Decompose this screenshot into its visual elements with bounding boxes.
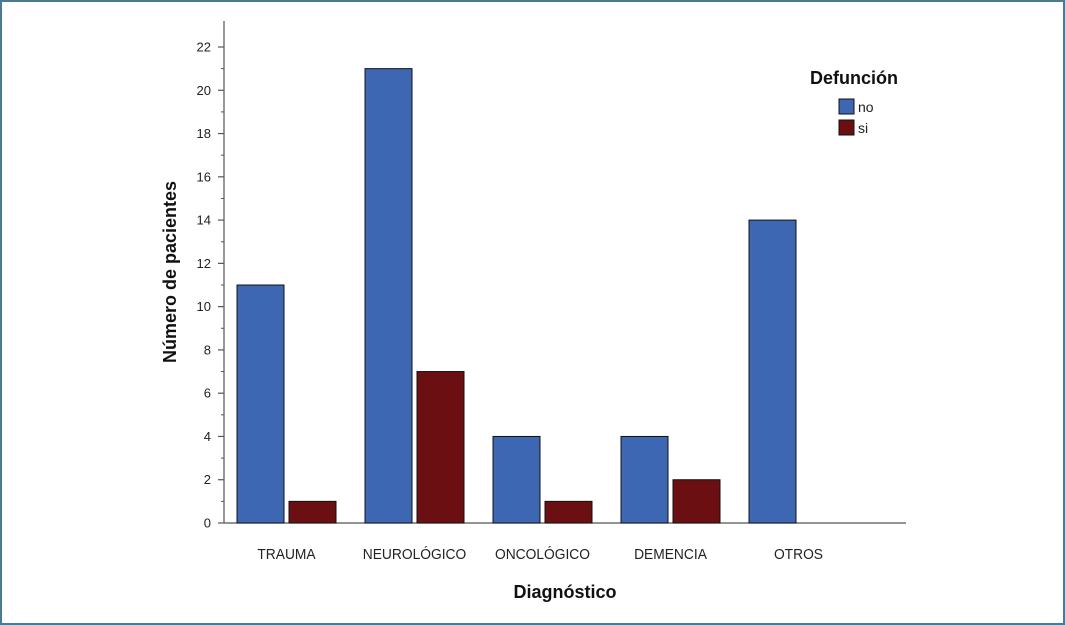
legend-swatch-no bbox=[838, 98, 855, 115]
y-tick-label: 10 bbox=[197, 299, 211, 314]
y-tick-label: 6 bbox=[204, 386, 211, 401]
y-tick-label: 4 bbox=[204, 429, 211, 444]
y-tick-label: 8 bbox=[204, 342, 211, 357]
bar-si-demencia bbox=[672, 479, 721, 524]
x-tick-label: NEUROLÓGICO bbox=[363, 545, 466, 563]
y-tick-label: 20 bbox=[197, 83, 211, 98]
legend-title: Defunción bbox=[810, 68, 898, 88]
y-tick-label: 14 bbox=[197, 213, 211, 228]
legend-swatch-si bbox=[838, 119, 855, 136]
legend-label-no: no bbox=[858, 99, 874, 115]
legend: Defunción no si bbox=[810, 68, 898, 136]
y-tick-label: 22 bbox=[197, 40, 211, 55]
y-tick-label: 16 bbox=[197, 169, 211, 184]
x-axis-title: Diagnóstico bbox=[513, 582, 616, 602]
bar-no-demencia bbox=[620, 435, 669, 524]
bars bbox=[236, 68, 797, 524]
legend-items: no si bbox=[838, 98, 874, 136]
bar-no-neurológico bbox=[364, 68, 413, 524]
y-axis-title: Número de pacientes bbox=[160, 181, 180, 363]
x-tick-label: ONCOLÓGICO bbox=[495, 545, 590, 563]
x-tick-label: OTROS bbox=[774, 547, 823, 564]
bar-no-otros bbox=[748, 219, 797, 524]
bar-si-neurológico bbox=[416, 371, 465, 524]
x-tick-label: DEMENCIA bbox=[634, 547, 707, 564]
y-tick-label: 2 bbox=[204, 472, 211, 487]
legend-label-si: si bbox=[858, 120, 868, 136]
bar-no-oncológico bbox=[492, 435, 541, 524]
y-tick-label: 12 bbox=[197, 256, 211, 271]
bar-si-oncológico bbox=[544, 500, 593, 524]
bar-no-trauma bbox=[236, 284, 285, 524]
y-tick-label: 0 bbox=[204, 516, 211, 531]
x-tick-labels: TRAUMA NEUROLÓGICO ONCOLÓGICO DEMENCIA OTROS bbox=[257, 545, 823, 563]
bar-si-trauma bbox=[288, 500, 337, 524]
y-tick-label: 18 bbox=[197, 126, 211, 141]
y-axis: 0 2 4 6 8 10 12 14 16 18 20 22 bbox=[197, 21, 225, 531]
x-tick-label: TRAUMA bbox=[257, 547, 316, 564]
